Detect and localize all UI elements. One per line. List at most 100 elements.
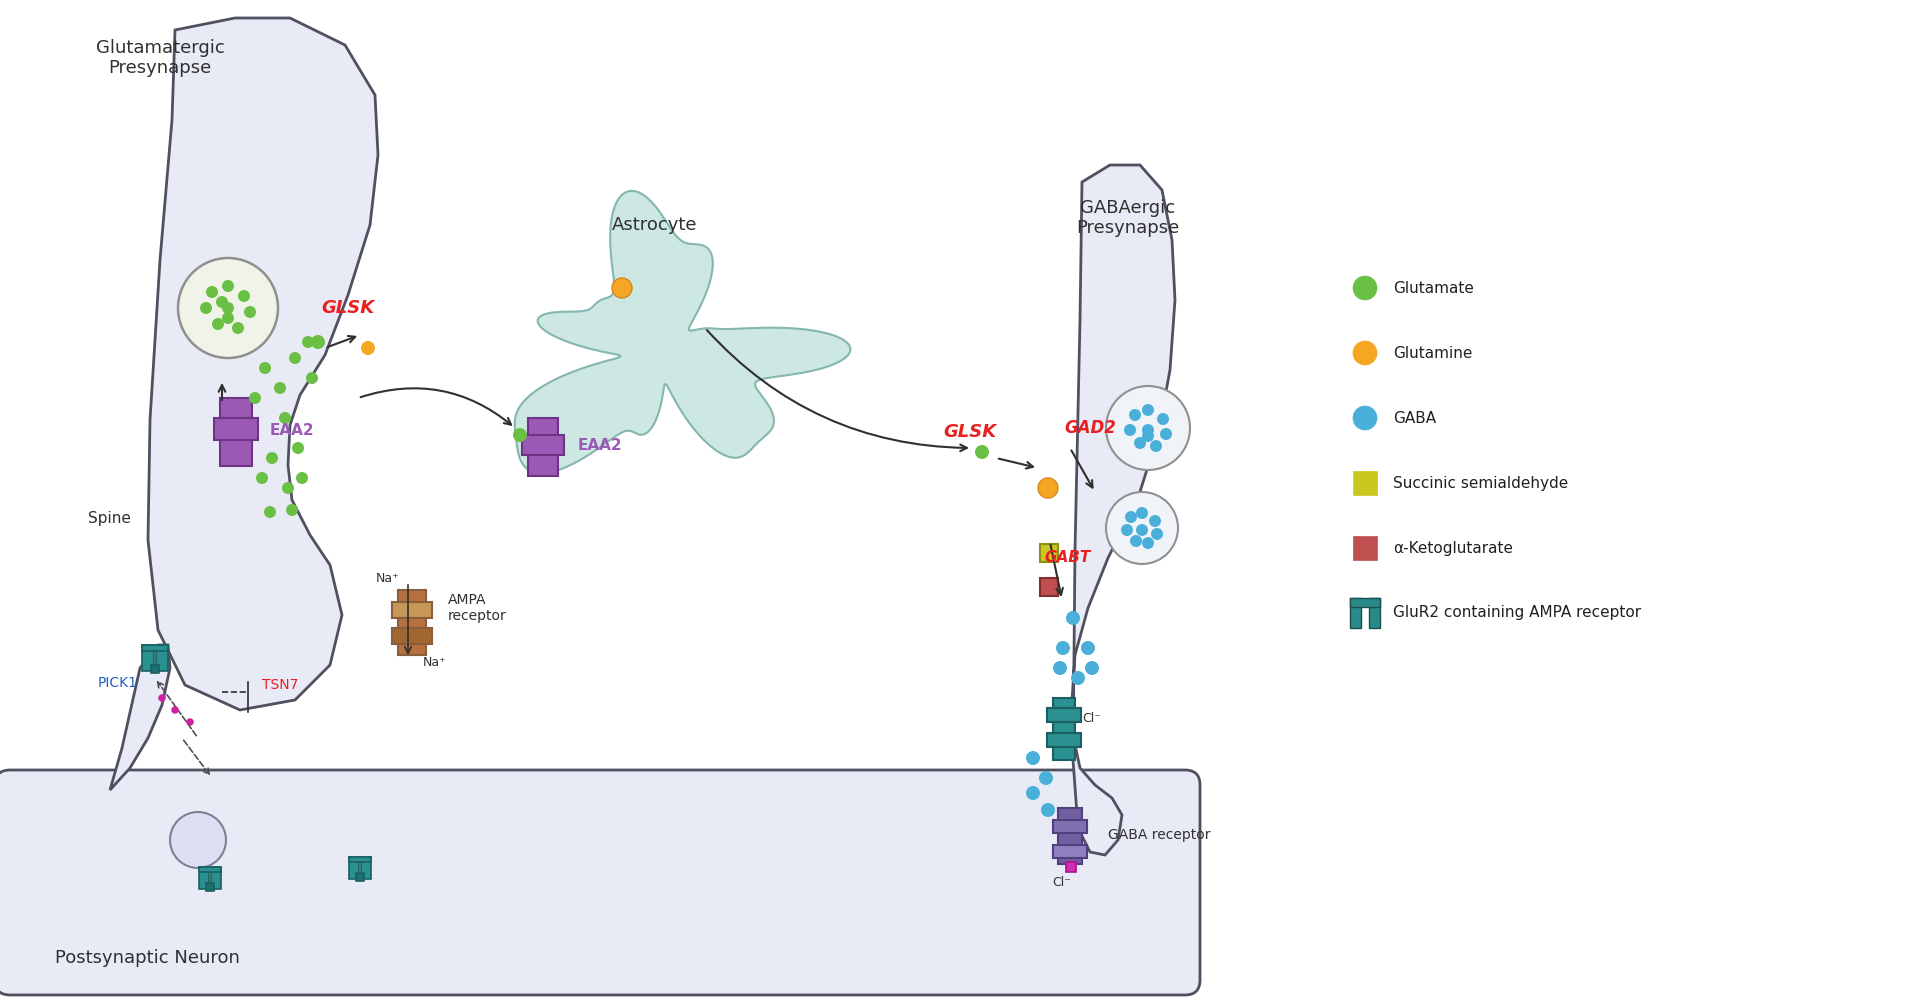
Circle shape xyxy=(243,306,256,318)
Circle shape xyxy=(1148,515,1160,527)
Bar xyxy=(523,435,565,455)
Circle shape xyxy=(1150,440,1162,452)
Bar xyxy=(348,857,371,862)
Circle shape xyxy=(1120,524,1133,536)
Circle shape xyxy=(1129,409,1141,421)
Circle shape xyxy=(285,504,299,516)
Circle shape xyxy=(1135,524,1146,536)
Text: α-Ketoglutarate: α-Ketoglutarate xyxy=(1391,540,1512,555)
Circle shape xyxy=(281,482,295,494)
Circle shape xyxy=(1124,424,1135,436)
Bar xyxy=(1047,733,1079,747)
Circle shape xyxy=(974,445,988,459)
Text: EAA2: EAA2 xyxy=(578,438,622,453)
Circle shape xyxy=(1353,406,1376,430)
Circle shape xyxy=(266,452,278,464)
Circle shape xyxy=(216,296,228,308)
Circle shape xyxy=(612,278,632,298)
Circle shape xyxy=(212,318,224,330)
Text: Na⁺: Na⁺ xyxy=(423,655,446,669)
Circle shape xyxy=(249,392,260,404)
Text: GLSK: GLSK xyxy=(322,299,375,317)
Text: GABT: GABT xyxy=(1045,550,1091,565)
Circle shape xyxy=(297,472,308,484)
Text: GABA receptor: GABA receptor xyxy=(1108,828,1210,842)
Circle shape xyxy=(159,695,165,702)
Polygon shape xyxy=(147,18,377,710)
Bar xyxy=(1353,471,1376,495)
Bar xyxy=(1039,578,1057,596)
Polygon shape xyxy=(109,645,170,790)
Circle shape xyxy=(1141,430,1154,442)
Bar xyxy=(348,857,358,879)
Text: AMPA
receptor: AMPA receptor xyxy=(448,593,507,623)
Circle shape xyxy=(1037,478,1057,498)
Circle shape xyxy=(1156,413,1168,425)
Bar xyxy=(1369,598,1380,628)
Text: GABAergic
Presynapse: GABAergic Presynapse xyxy=(1076,198,1179,237)
Circle shape xyxy=(279,412,291,424)
Circle shape xyxy=(310,335,325,349)
Circle shape xyxy=(222,302,234,314)
Circle shape xyxy=(1026,786,1039,800)
Circle shape xyxy=(1353,276,1376,300)
Circle shape xyxy=(302,336,314,348)
Text: Glutamate: Glutamate xyxy=(1391,280,1474,295)
Polygon shape xyxy=(1072,165,1175,855)
Circle shape xyxy=(1106,492,1177,564)
Text: GluR2 containing AMPA receptor: GluR2 containing AMPA receptor xyxy=(1391,605,1640,620)
Circle shape xyxy=(274,382,285,394)
Text: Glutamatergic
Presynapse: Glutamatergic Presynapse xyxy=(96,39,224,78)
Circle shape xyxy=(1085,661,1099,675)
Circle shape xyxy=(207,286,218,298)
Circle shape xyxy=(1026,751,1039,765)
Circle shape xyxy=(1041,803,1055,817)
Bar xyxy=(142,645,168,651)
Circle shape xyxy=(1353,341,1376,365)
Bar xyxy=(207,883,214,891)
Bar xyxy=(214,418,258,440)
Text: Succinic semialdehyde: Succinic semialdehyde xyxy=(1391,476,1568,491)
Text: TSN7: TSN7 xyxy=(262,678,299,692)
Bar xyxy=(1053,698,1074,760)
Text: GABA: GABA xyxy=(1391,411,1436,426)
Circle shape xyxy=(1141,404,1154,416)
Circle shape xyxy=(264,506,276,518)
Circle shape xyxy=(1141,537,1154,549)
Bar xyxy=(356,873,364,881)
Circle shape xyxy=(1141,424,1154,436)
FancyBboxPatch shape xyxy=(0,770,1200,995)
Bar xyxy=(1057,808,1081,864)
Text: Astrocyte: Astrocyte xyxy=(612,216,697,234)
Bar xyxy=(1353,536,1376,560)
Text: GLSK: GLSK xyxy=(944,423,995,441)
Circle shape xyxy=(289,352,300,364)
Bar xyxy=(199,867,220,872)
Bar xyxy=(392,602,433,618)
Bar xyxy=(1066,862,1076,872)
Circle shape xyxy=(1070,671,1085,685)
Circle shape xyxy=(256,472,268,484)
Bar xyxy=(1053,845,1087,858)
Circle shape xyxy=(237,290,251,302)
Bar xyxy=(142,645,153,671)
Text: Cl⁻: Cl⁻ xyxy=(1053,875,1070,888)
Text: Spine: Spine xyxy=(88,510,130,525)
Circle shape xyxy=(186,719,193,726)
Circle shape xyxy=(1055,641,1070,655)
Circle shape xyxy=(1053,661,1066,675)
Circle shape xyxy=(1079,641,1095,655)
Circle shape xyxy=(232,322,243,334)
Circle shape xyxy=(1124,511,1137,523)
Circle shape xyxy=(291,442,304,454)
Bar xyxy=(1349,598,1380,607)
Circle shape xyxy=(1066,611,1079,625)
Bar xyxy=(362,857,371,879)
Text: GAD2: GAD2 xyxy=(1064,419,1116,437)
Circle shape xyxy=(362,341,375,355)
Bar xyxy=(398,590,425,655)
Circle shape xyxy=(222,312,234,324)
Circle shape xyxy=(1133,437,1145,449)
Polygon shape xyxy=(515,190,850,474)
Bar xyxy=(1047,708,1079,722)
